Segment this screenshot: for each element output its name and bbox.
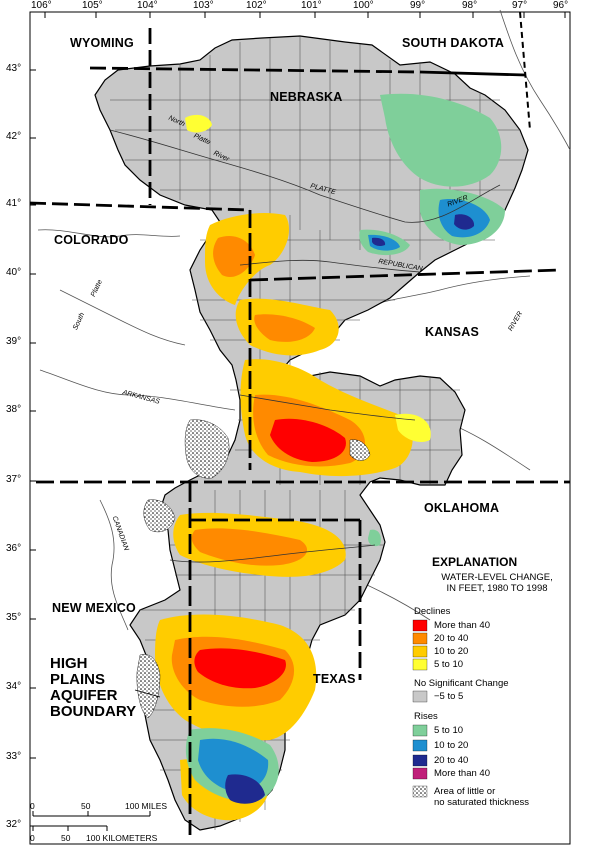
scale-miles-50: 50 xyxy=(81,801,91,811)
legend-label: More than 40 xyxy=(434,768,490,779)
lat-tick-32: 32° xyxy=(6,819,22,830)
state-label-nebraska: NEBRASKA xyxy=(270,90,343,104)
legend-no-change-heading: No Significant Change xyxy=(414,678,509,689)
map-frame xyxy=(29,11,571,845)
aquifer-label-line-1: HIGH xyxy=(50,655,88,672)
scale-bars xyxy=(32,811,151,831)
lon-tick-104: 104° xyxy=(137,0,158,11)
state-label-oklahoma: OKLAHOMA xyxy=(424,501,500,515)
lat-tick-41: 41° xyxy=(6,198,22,209)
lat-tick-38: 38° xyxy=(6,404,22,415)
aquifer-label-line-4: BOUNDARY xyxy=(50,703,137,720)
legend-label: 20 to 40 xyxy=(434,755,469,766)
lon-tick-100: 100° xyxy=(353,0,374,11)
legend-label: 5 to 10 xyxy=(434,725,464,736)
scale-km-50: 50 xyxy=(61,833,71,843)
legend-label: 10 to 20 xyxy=(434,646,469,657)
legend-declines-heading: Declines xyxy=(414,606,451,617)
aquifer-boundary-label: HIGH PLAINS AQUIFER BOUNDARY xyxy=(50,656,136,720)
state-label-texas: TEXAS xyxy=(313,672,356,686)
scale-miles-100: 100 MILES xyxy=(125,801,168,811)
legend-subtitle-line-1: WATER-LEVEL CHANGE, xyxy=(441,572,553,583)
lon-tick-99: 99° xyxy=(410,0,426,11)
aquifer-label-line-2: PLAINS xyxy=(50,671,106,688)
inner-rivers xyxy=(109,129,501,563)
lon-tick-102: 102° xyxy=(246,0,267,11)
lat-tick-39: 39° xyxy=(6,336,22,347)
state-label-new-mexico: NEW MEXICO xyxy=(52,601,136,615)
state-label-wyoming: WYOMING xyxy=(70,36,134,50)
lon-tick-101: 101° xyxy=(301,0,322,11)
aquifer-label-line-3: AQUIFER xyxy=(50,687,118,704)
legend-title: EXPLANATION xyxy=(432,555,518,569)
aquifer-pointer xyxy=(134,689,161,698)
state-label-south-dakota: SOUTH DAKOTA xyxy=(402,36,505,50)
scale-km-0: 0 xyxy=(30,833,35,843)
lon-tick-97: 97° xyxy=(512,0,528,11)
lat-tick-36: 36° xyxy=(6,543,22,554)
rise-patches xyxy=(185,93,505,804)
lat-tick-35: 35° xyxy=(6,612,22,623)
legend-subtitle: WATER-LEVEL CHANGE, IN FEET, 1980 TO 199… xyxy=(412,572,582,594)
state-boundaries xyxy=(29,11,570,835)
lon-tick-103: 103° xyxy=(193,0,214,11)
lon-tick-98: 98° xyxy=(462,0,478,11)
lat-tick-43: 43° xyxy=(6,63,22,74)
little-saturated-patches xyxy=(136,419,371,719)
lon-tick-105: 105° xyxy=(82,0,103,11)
scale-km-100: 100 KILOMETERS xyxy=(86,833,158,843)
legend-label: More than 40 xyxy=(434,620,490,631)
lon-tick-96: 96° xyxy=(553,0,569,11)
legend-rises-heading: Rises xyxy=(414,711,438,722)
legend-label: 20 to 40 xyxy=(434,633,469,644)
legend-label: 10 to 20 xyxy=(434,740,469,751)
decline-patches xyxy=(155,114,431,821)
scale-miles-0: 0 xyxy=(30,801,35,811)
lon-tick-106: 106° xyxy=(31,0,52,11)
legend-label: Area of little or xyxy=(434,786,496,797)
legend-subtitle-line-2: IN FEET, 1980 TO 1998 xyxy=(446,583,548,594)
legend-label: no saturated thickness xyxy=(434,797,530,808)
lat-tick-37: 37° xyxy=(6,474,22,485)
lat-tick-33: 33° xyxy=(6,751,22,762)
state-label-colorado: COLORADO xyxy=(54,233,129,247)
legend-label: 5 to 10 xyxy=(434,659,464,670)
lat-tick-34: 34° xyxy=(6,681,22,692)
lat-tick-42: 42° xyxy=(6,131,22,142)
state-label-kansas: KANSAS xyxy=(425,325,479,339)
legend-swatches xyxy=(412,619,428,798)
legend-label: −5 to 5 xyxy=(434,691,464,702)
frame-ticks xyxy=(30,12,566,827)
lat-tick-40: 40° xyxy=(6,267,22,278)
